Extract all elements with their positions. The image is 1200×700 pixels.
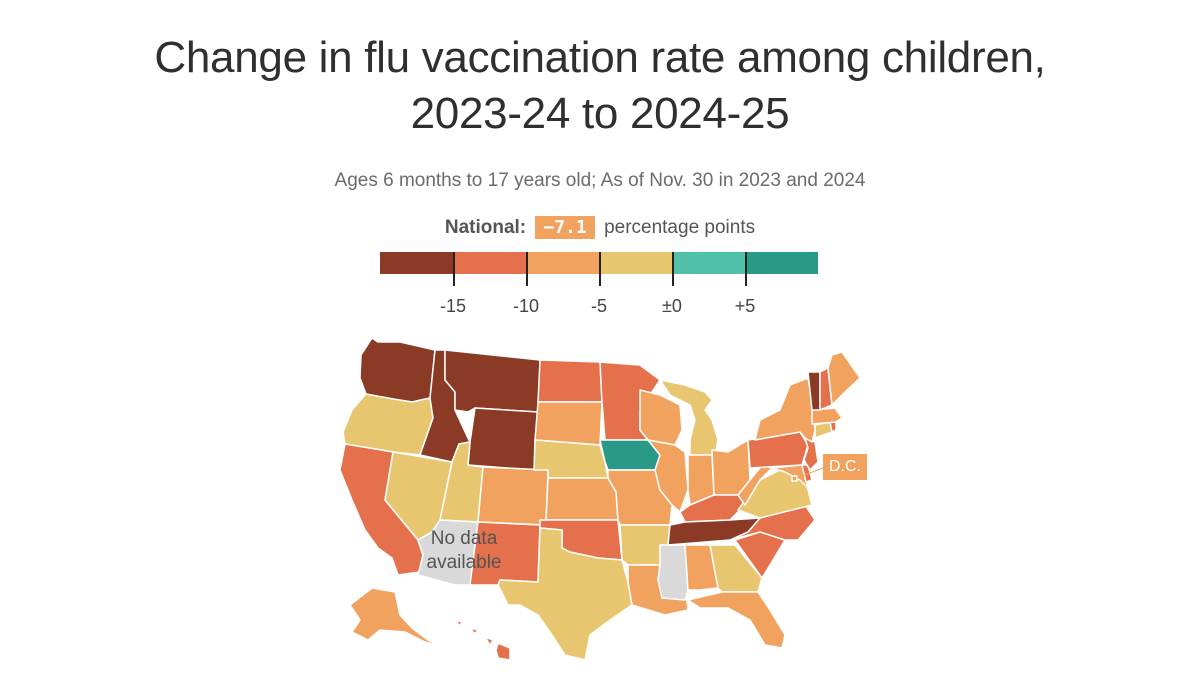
no-data-label-line2: available [426,552,502,573]
legend-tick-label: -5 [590,296,607,316]
legend-tick [599,252,601,286]
state-AK[interactable] [349,587,441,647]
legend-bin-lt-minus15 [380,252,453,274]
state-SD[interactable] [534,401,603,446]
legend-bin-0-to-plus5 [672,252,745,274]
state-MA[interactable] [811,407,843,425]
state-ME[interactable] [827,351,861,406]
legend-bin-minus15-to-minus10 [453,252,526,274]
state-NC[interactable] [729,504,816,541]
national-unit: percentage points [604,217,756,238]
chart-subtitle: Ages 6 months to 17 years old; As of Nov… [334,170,866,191]
legend-bin-gt-plus5 [745,252,818,274]
state-NJ[interactable] [803,437,819,471]
state-HI[interactable] [454,619,511,661]
national-summary: National: −7.1 percentage points [0,216,1200,239]
state-MD[interactable] [771,464,809,489]
chart-title-line1: Change in flu vaccination rate among chi… [154,33,1046,82]
state-CO[interactable] [477,466,549,526]
legend-bin-minus10-to-minus5 [526,252,599,274]
legend-tick-label: -10 [512,296,539,316]
state-CT[interactable] [814,421,833,439]
state-ND[interactable] [537,359,603,403]
state-DE[interactable] [801,464,813,483]
chart-title-line2: 2023-24 to 2024-25 [410,89,790,138]
state-KS[interactable] [545,477,619,521]
color-legend: -15 -10 -5 ±0 +5 [380,252,820,322]
dc-callout-label: D.C. [823,454,867,480]
state-NY[interactable] [754,377,816,443]
legend-tick-label: ±0 [662,296,682,316]
legend-tick-label: -15 [439,296,466,316]
state-WY[interactable] [467,407,539,471]
legend-tick-label: +5 [734,296,756,316]
state-AL[interactable] [684,544,719,591]
legend-bin-minus5-to-0 [599,252,672,274]
dc-leader-line [796,467,824,479]
legend-tick [453,252,455,286]
state-WA[interactable] [359,337,436,403]
no-data-label: No data available [400,527,528,575]
state-TX[interactable] [497,527,633,661]
state-MT[interactable] [444,349,541,413]
legend-tick [526,252,528,286]
state-FL[interactable] [687,591,786,649]
national-label: National: [444,217,527,238]
legend-tick [745,252,747,286]
state-MS[interactable] [657,544,689,601]
legend-tick [672,252,674,286]
state-MI[interactable] [659,379,719,459]
no-data-label-line1: No data [430,528,498,549]
chart-title: Change in flu vaccination rate among chi… [0,30,1200,142]
national-value-badge: −7.1 [535,216,595,239]
state-IL[interactable] [647,439,689,513]
state-DC[interactable] [791,475,798,482]
